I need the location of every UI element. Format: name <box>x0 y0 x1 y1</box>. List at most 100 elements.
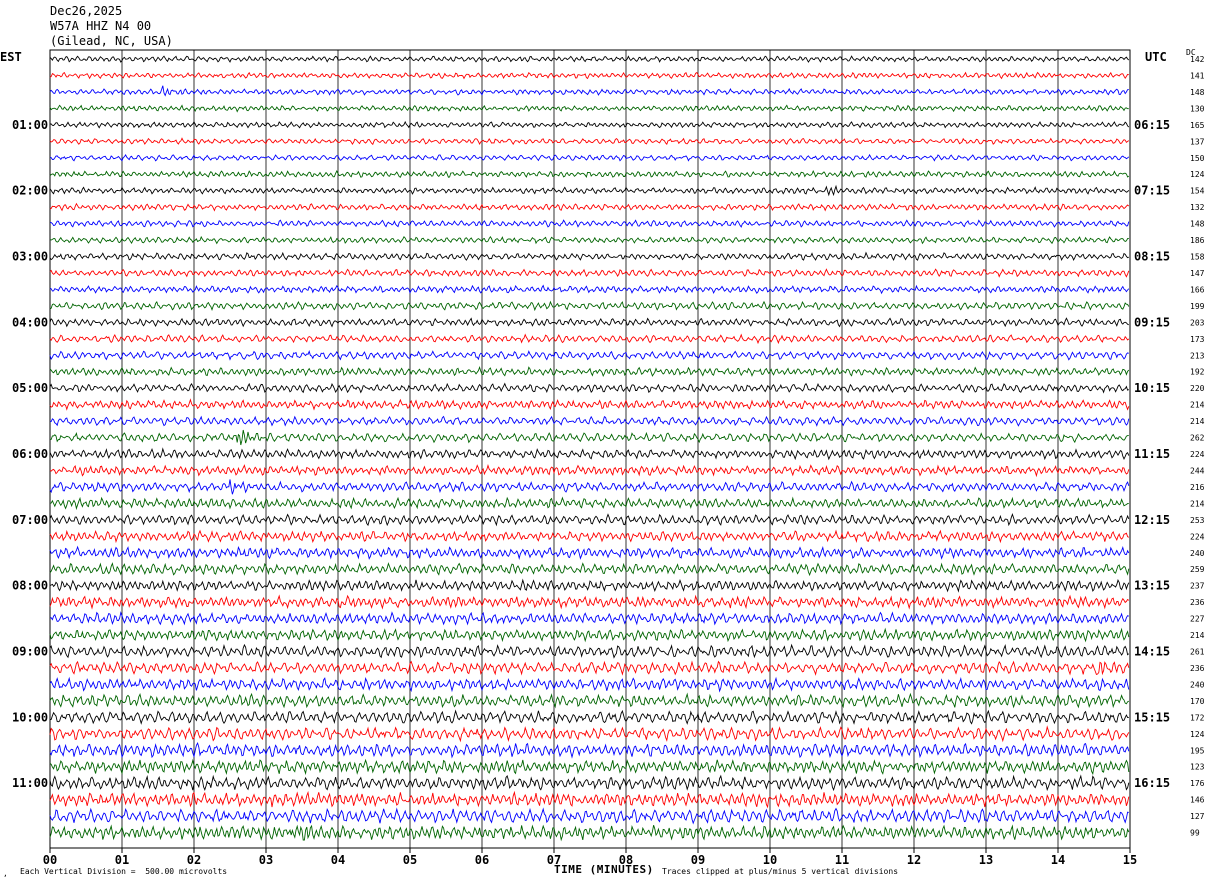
x-tick-label: 09 <box>691 853 705 867</box>
trace-line <box>49 725 1130 743</box>
dc-offset-label: 130 <box>1190 104 1205 113</box>
left-hour-label: 08:00 <box>12 579 48 593</box>
dc-offset-label: 147 <box>1190 269 1205 278</box>
right-hour-label: 13:15 <box>1134 579 1170 593</box>
left-hour-label: 11:00 <box>12 776 48 790</box>
trace-line <box>49 594 1130 610</box>
trace-line <box>49 202 1130 212</box>
dc-offset-label: 170 <box>1190 697 1205 706</box>
trace-line <box>49 545 1130 560</box>
dc-offset-label: 214 <box>1190 499 1205 508</box>
dc-offset-label: 224 <box>1190 532 1205 541</box>
dc-offset-label: 165 <box>1190 121 1205 130</box>
dc-offset-label: 253 <box>1190 516 1205 525</box>
right-hour-label: 11:15 <box>1134 447 1170 461</box>
trace-line <box>49 562 1130 577</box>
trace-line <box>49 317 1130 328</box>
left-hour-label: 01:00 <box>12 118 48 132</box>
dc-offset-label: 150 <box>1190 154 1205 163</box>
trace-line <box>49 85 1129 97</box>
trace-line <box>49 529 1130 544</box>
dc-offset-label: 123 <box>1190 763 1205 772</box>
trace-line <box>49 790 1130 809</box>
dc-offset-label: 186 <box>1190 236 1205 245</box>
x-tick-label: 11 <box>835 853 849 867</box>
dc-offset-label: 220 <box>1190 384 1205 393</box>
x-tick-label: 03 <box>259 853 273 867</box>
left-hour-label: 10:00 <box>12 710 48 724</box>
x-axis-title: TIME (MINUTES) <box>554 863 654 876</box>
trace-line <box>49 137 1130 146</box>
trace-line <box>49 479 1130 495</box>
left-hour-label: 07:00 <box>12 513 48 527</box>
dc-offset-label: 176 <box>1190 779 1205 788</box>
date-label: Dec26,2025 <box>50 4 123 18</box>
x-tick-label: 12 <box>907 853 921 867</box>
dc-offset-label: 172 <box>1190 713 1205 722</box>
dc-offset-label: 99 <box>1190 829 1200 838</box>
trace-line <box>49 71 1129 80</box>
trace-line <box>49 350 1129 361</box>
trace-line <box>49 463 1130 478</box>
dc-offset-label: 192 <box>1190 368 1205 377</box>
dc-offset-label: 154 <box>1190 187 1205 196</box>
dc-offset-label: 199 <box>1190 302 1205 311</box>
right-hour-label: 08:15 <box>1134 250 1170 264</box>
trace-line <box>49 251 1130 262</box>
station-label: W57A HHZ N4 00 <box>50 19 152 33</box>
x-tick-label: 06 <box>475 853 489 867</box>
right-hour-label: 15:15 <box>1134 710 1170 724</box>
dc-offset-label: 148 <box>1190 220 1205 229</box>
dc-offset-label: 141 <box>1190 71 1205 80</box>
trace-line <box>49 824 1130 842</box>
right-hour-label: 14:15 <box>1134 645 1170 659</box>
right-hour-label: 07:15 <box>1134 184 1170 198</box>
trace-line <box>49 284 1130 295</box>
trace-line <box>49 235 1129 245</box>
x-tick-label: 13 <box>979 853 993 867</box>
x-tick-label: 00 <box>43 853 57 867</box>
trace-line <box>49 104 1129 113</box>
trace-line <box>49 184 1130 197</box>
trace-line <box>49 496 1129 511</box>
x-tick-label: 15 <box>1123 853 1137 867</box>
left-hour-label: 09:00 <box>12 645 48 659</box>
dc-offset-label: 259 <box>1190 565 1205 574</box>
trace-line <box>49 611 1129 626</box>
left-timezone-label: EST <box>0 50 22 64</box>
right-hour-label: 16:15 <box>1134 776 1170 790</box>
x-tick-label: 04 <box>331 853 345 867</box>
trace-line <box>49 169 1130 178</box>
trace-line <box>49 709 1129 725</box>
trace-line <box>49 513 1130 527</box>
dc-offset-label: 166 <box>1190 285 1205 294</box>
dc-offset-label: 216 <box>1190 483 1205 492</box>
dc-offset-label: 132 <box>1190 203 1205 212</box>
trace-line <box>49 300 1130 312</box>
x-tick-label: 07 <box>547 853 561 867</box>
dc-offset-label: 236 <box>1190 664 1205 673</box>
dc-offset-label: 240 <box>1190 680 1205 689</box>
dc-offset-label: 146 <box>1190 796 1205 805</box>
dc-offset-label: 158 <box>1190 253 1205 262</box>
dc-offset-label: 148 <box>1190 88 1205 97</box>
dc-offset-label: 173 <box>1190 335 1205 344</box>
left-hour-label: 03:00 <box>12 250 48 264</box>
trace-line <box>49 578 1130 593</box>
scale-note: Each Vertical Division = 500.00 microvol… <box>20 867 228 876</box>
trace-line <box>49 268 1130 278</box>
dc-offset-label: 214 <box>1190 401 1205 410</box>
dc-offset-label: 236 <box>1190 598 1205 607</box>
x-tick-label: 14 <box>1051 853 1065 867</box>
trace-line <box>49 627 1130 643</box>
dc-offset-label: 214 <box>1190 631 1205 640</box>
x-tick-label: 08 <box>619 853 633 867</box>
trace-line <box>49 692 1130 709</box>
trace-line <box>50 219 1130 228</box>
x-tick-label: 10 <box>763 853 777 867</box>
dc-offset-label: 203 <box>1190 318 1205 327</box>
dc-offset-label: 224 <box>1190 450 1205 459</box>
right-timezone-label: UTC <box>1145 50 1167 64</box>
